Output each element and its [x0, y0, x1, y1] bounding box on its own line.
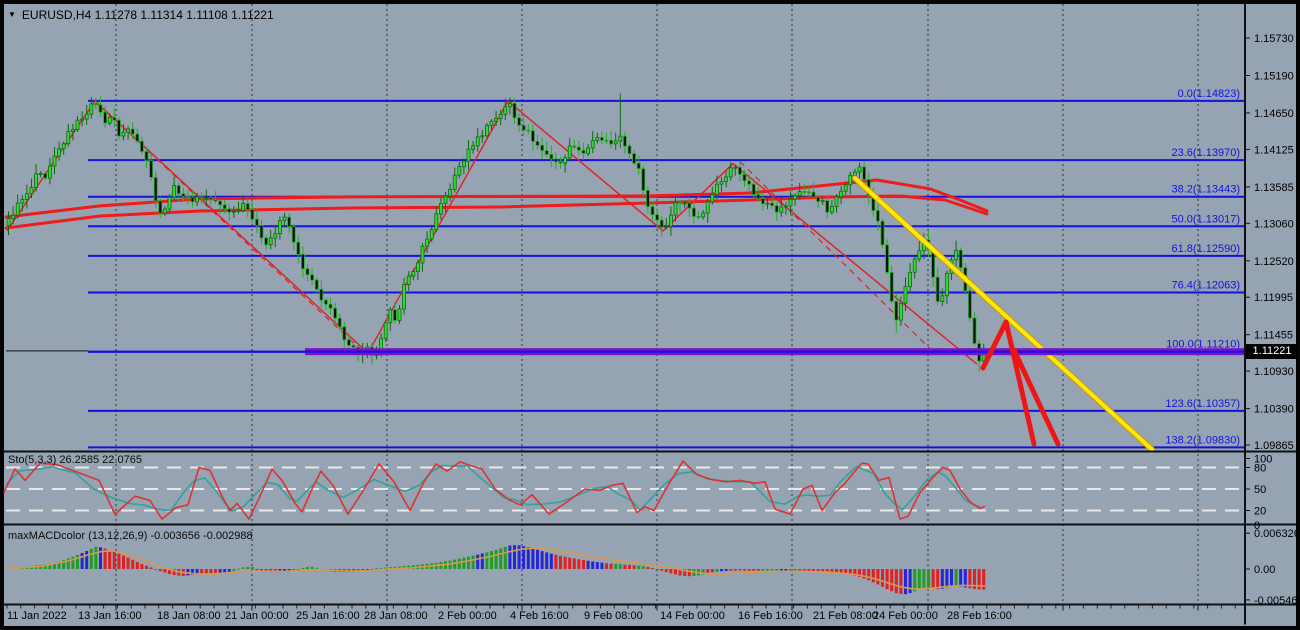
macd-axis-tick[interactable]: 0.006326: [1254, 528, 1300, 540]
time-axis-label[interactable]: 28 Jan 08:00: [364, 610, 428, 622]
stochastic-signal-line: [5, 464, 981, 512]
symbol-dropdown-icon[interactable]: ▼: [8, 10, 16, 19]
time-axis-label[interactable]: 25 Jan 16:00: [296, 610, 360, 622]
price-axis-tick[interactable]: 1.10930: [1254, 366, 1294, 378]
macd-label: maxMACDcolor (13,12,26,9) -0.003656 -0.0…: [8, 530, 253, 542]
stochastic-axis-tick[interactable]: 80: [1254, 463, 1266, 475]
price-axis-tick[interactable]: 1.14125: [1254, 144, 1294, 156]
macd-axis-tick[interactable]: 0.00: [1254, 564, 1275, 576]
fib-label: 61.8(1.12590): [1172, 243, 1241, 255]
red-arrow-mark[interactable]: [980, 319, 1037, 447]
stochastic-axis-tick[interactable]: 50: [1254, 484, 1266, 496]
red-arrow-mark[interactable]: [1011, 347, 1061, 447]
zigzag-line: [6, 100, 978, 365]
fib-label: 0.0(1.14823): [1178, 88, 1240, 100]
time-axis-label[interactable]: 4 Feb 16:00: [510, 610, 569, 622]
time-axis-label[interactable]: 2 Feb 00:00: [438, 610, 497, 622]
stochastic-label: Sto(5,3,3) 26.2585 22.0765: [8, 454, 142, 466]
price-axis-tick[interactable]: 1.15730: [1254, 33, 1294, 45]
fib-label: 138.2(1.09830): [1165, 434, 1240, 446]
time-axis-label[interactable]: 21 Feb 08:00: [813, 610, 878, 622]
time-axis-label[interactable]: 9 Feb 08:00: [584, 610, 643, 622]
chart-background: [4, 4, 1296, 626]
macd-histogram: [7, 545, 986, 595]
price-axis-tick[interactable]: 1.14650: [1254, 108, 1294, 120]
stochastic-axis-tick[interactable]: 0: [1254, 520, 1260, 532]
candlesticks[interactable]: [6, 93, 986, 372]
fib-label: 38.2(1.13443): [1172, 184, 1241, 196]
price-axis-tick[interactable]: 1.13585: [1254, 182, 1294, 194]
time-axis-label[interactable]: 11 Jan 2022: [7, 610, 67, 622]
dashed-trend-line[interactable]: [739, 161, 936, 355]
time-axis-label[interactable]: 13 Jan 16:00: [78, 610, 142, 622]
price-axis-tick[interactable]: 1.11455: [1254, 330, 1293, 342]
price-axis-tick[interactable]: 1.09865: [1254, 440, 1294, 452]
time-axis-label[interactable]: 18 Jan 08:00: [157, 610, 221, 622]
fib-label: 123.6(1.10357): [1165, 398, 1240, 410]
macd-axis-tick[interactable]: -0.005465: [1254, 595, 1300, 607]
fib-label: 76.4(1.12063): [1172, 280, 1241, 292]
price-axis-tick[interactable]: 1.12520: [1254, 256, 1294, 268]
price-axis-tick[interactable]: 1.15190: [1254, 71, 1294, 83]
fib-label: 23.6(1.13970): [1172, 147, 1241, 159]
macd-signal-line: [6, 547, 986, 590]
chart-title: EURUSD,H4 1.11278 1.11314 1.11108 1.1122…: [21, 8, 274, 22]
price-axis-tick[interactable]: 1.10390: [1254, 404, 1294, 416]
chart-title-bar: ▼ EURUSD,H4 1.11278 1.11314 1.11108 1.11…: [8, 8, 274, 22]
time-axis-label[interactable]: 28 Feb 16:00: [947, 610, 1012, 622]
time-axis-label[interactable]: 21 Jan 00:00: [225, 610, 289, 622]
stochastic-axis-tick[interactable]: 20: [1254, 506, 1266, 518]
fib-label: 100.0(1.11210): [1166, 339, 1240, 351]
fib-label: 50.0(1.13017): [1172, 213, 1241, 225]
stochastic-main-line: [3, 460, 986, 520]
yellow-trendline[interactable]: [853, 176, 1154, 452]
time-axis-label[interactable]: 14 Feb 00:00: [660, 610, 725, 622]
current-price-tag: 1.11221: [1246, 344, 1298, 359]
stochastic-axis-tick[interactable]: 100: [1254, 454, 1272, 466]
time-axis-label[interactable]: 24 Feb 00:00: [873, 610, 938, 622]
time-axis-label[interactable]: 16 Feb 16:00: [738, 610, 803, 622]
price-axis-tick[interactable]: 1.11995: [1254, 292, 1293, 304]
price-axis-tick[interactable]: 1.13060: [1254, 218, 1294, 230]
